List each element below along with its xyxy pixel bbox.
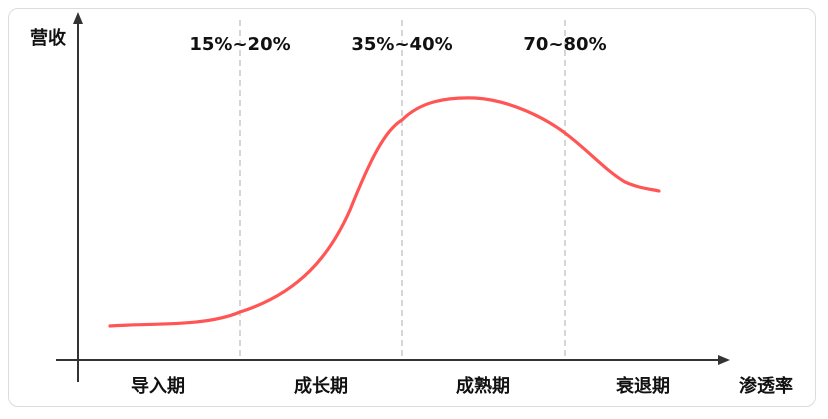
stage-label-growth: 成长期	[294, 375, 348, 397]
threshold-label-3: 70~80%	[523, 34, 606, 55]
y-axis-label: 营收	[30, 27, 66, 49]
threshold-label-1: 15%~20%	[189, 34, 290, 55]
stage-label-decline: 衰退期	[615, 375, 670, 397]
revenue-curve	[108, 96, 661, 328]
diagram-frame	[8, 8, 816, 407]
stage-label-mature: 成熟期	[456, 375, 510, 397]
threshold-label-2: 35%~40%	[351, 34, 452, 55]
y-axis-arrow-icon	[73, 12, 83, 24]
x-axis-label: 渗透率	[739, 375, 793, 397]
stage-label-intro: 导入期	[131, 376, 185, 397]
x-axis-arrow-icon	[718, 355, 730, 365]
